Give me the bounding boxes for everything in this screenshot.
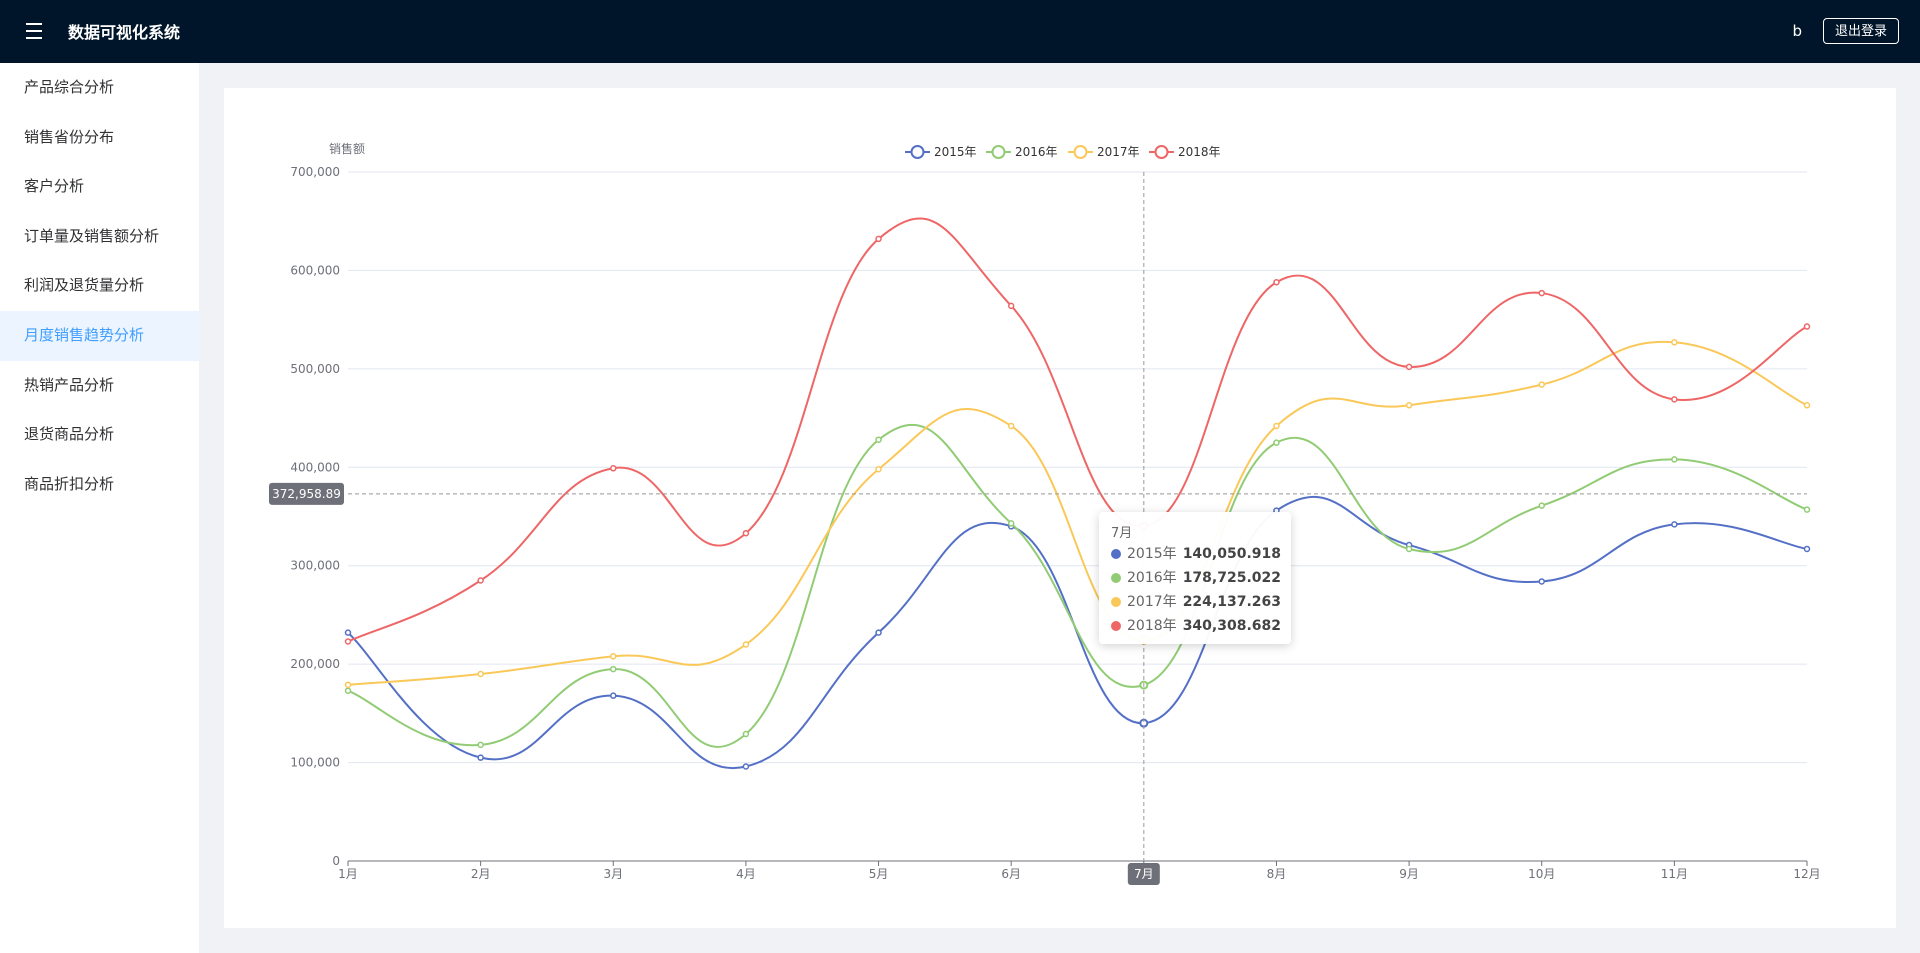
tooltip-series-name: 2015年 xyxy=(1127,546,1177,562)
sidebar-item-returned-goods[interactable]: 退货商品分析 xyxy=(24,425,115,444)
tooltip-series-value: 340,308.682 xyxy=(1182,618,1281,634)
sidebar: 产品综合分析 销售省份分布 客户分析 订单量及销售额分析 利润及退货量分析 月度… xyxy=(0,63,199,953)
chart-card xyxy=(224,88,1896,928)
tooltip-title: 7月 xyxy=(1111,526,1133,541)
sidebar-item-profit-returns[interactable]: 利润及退货量分析 xyxy=(24,276,145,295)
tooltip-series-value: 178,725.022 xyxy=(1182,570,1281,586)
tooltip-series-value: 140,050.918 xyxy=(1182,546,1281,562)
tooltip-row-2018: 2018年 340,308.682 xyxy=(1111,616,1281,636)
tooltip-row-2015: 2015年 140,050.918 xyxy=(1111,544,1281,564)
logout-button[interactable]: 退出登录 xyxy=(1823,18,1899,44)
sidebar-item-discount-analysis[interactable]: 商品折扣分析 xyxy=(24,474,115,493)
sidebar-item-product-analysis[interactable]: 产品综合分析 xyxy=(24,78,115,96)
series-2017-dot xyxy=(1111,597,1121,607)
series-2018-dot xyxy=(1111,621,1121,631)
tooltip-series-name: 2018年 xyxy=(1127,618,1177,634)
sidebar-item-customer-analysis[interactable]: 客户分析 xyxy=(24,177,85,196)
sidebar-item-orders-sales[interactable]: 订单量及销售额分析 xyxy=(24,226,160,245)
series-2015-dot xyxy=(1111,549,1121,559)
sidebar-item-monthly-trend[interactable]: 月度销售趋势分析 xyxy=(0,310,199,361)
tooltip-series-value: 224,137.263 xyxy=(1182,594,1281,610)
app-title: 数据可视化系统 xyxy=(68,23,181,42)
tooltip-row-2016: 2016年 178,725.022 xyxy=(1111,568,1281,588)
series-2016-dot xyxy=(1111,573,1121,583)
tooltip-series-name: 2016年 xyxy=(1127,570,1177,586)
tooltip-row-2017: 2017年 224,137.263 xyxy=(1111,592,1281,612)
menu-icon[interactable] xyxy=(22,18,46,44)
sidebar-item-hot-products[interactable]: 热销产品分析 xyxy=(24,375,115,394)
chart-tooltip: 7月 2015年 140,050.918 2016年 178,725.022 2… xyxy=(1099,512,1291,644)
top-bar: 数据可视化系统 b 退出登录 xyxy=(0,0,1920,63)
tooltip-series-name: 2017年 xyxy=(1127,594,1177,610)
sidebar-item-province-distribution[interactable]: 销售省份分布 xyxy=(24,127,115,146)
username[interactable]: b xyxy=(1792,22,1802,40)
